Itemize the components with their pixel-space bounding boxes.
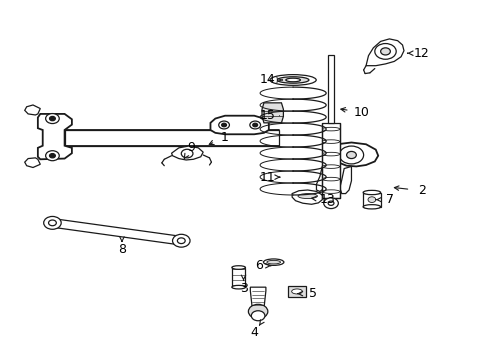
Ellipse shape	[263, 259, 284, 265]
Circle shape	[346, 152, 356, 158]
Polygon shape	[323, 143, 377, 166]
Polygon shape	[291, 190, 322, 204]
Ellipse shape	[277, 77, 308, 83]
Text: 1: 1	[221, 131, 228, 144]
Ellipse shape	[322, 152, 339, 156]
Polygon shape	[171, 146, 203, 160]
Circle shape	[177, 238, 185, 244]
Polygon shape	[25, 105, 40, 115]
Ellipse shape	[291, 289, 302, 294]
Circle shape	[327, 201, 333, 205]
Circle shape	[48, 220, 56, 226]
Ellipse shape	[231, 266, 245, 269]
Text: 14: 14	[260, 73, 275, 86]
Polygon shape	[363, 193, 380, 207]
Polygon shape	[231, 267, 245, 287]
Text: 10: 10	[352, 105, 368, 119]
Text: 11: 11	[260, 171, 275, 184]
Ellipse shape	[266, 260, 280, 264]
Text: 7: 7	[386, 193, 393, 206]
Ellipse shape	[297, 194, 317, 199]
Ellipse shape	[285, 78, 300, 82]
Polygon shape	[327, 55, 333, 123]
Text: 13: 13	[319, 193, 334, 206]
Polygon shape	[64, 130, 278, 146]
Circle shape	[49, 154, 55, 158]
Circle shape	[339, 146, 363, 164]
Ellipse shape	[322, 140, 339, 143]
Polygon shape	[366, 39, 403, 66]
Polygon shape	[38, 114, 72, 159]
Polygon shape	[287, 286, 305, 297]
Polygon shape	[250, 287, 265, 309]
Ellipse shape	[322, 190, 339, 193]
Ellipse shape	[322, 127, 339, 131]
Text: 6: 6	[255, 259, 263, 272]
Ellipse shape	[322, 165, 339, 168]
Circle shape	[221, 123, 226, 127]
Circle shape	[367, 197, 375, 203]
Ellipse shape	[231, 285, 245, 289]
Circle shape	[43, 216, 61, 229]
Polygon shape	[210, 116, 268, 134]
Text: 9: 9	[187, 141, 195, 154]
Circle shape	[45, 113, 59, 123]
Circle shape	[251, 311, 264, 321]
Polygon shape	[51, 219, 182, 245]
Circle shape	[374, 44, 395, 59]
Circle shape	[323, 198, 338, 208]
Circle shape	[172, 234, 190, 247]
Polygon shape	[316, 164, 329, 192]
Ellipse shape	[363, 204, 380, 209]
Text: 5: 5	[308, 287, 316, 300]
Ellipse shape	[269, 75, 316, 85]
Text: 12: 12	[413, 47, 429, 60]
Text: 3: 3	[239, 283, 247, 296]
Circle shape	[49, 116, 55, 121]
Polygon shape	[339, 166, 351, 194]
Ellipse shape	[363, 190, 380, 195]
Text: 2: 2	[417, 184, 425, 197]
Circle shape	[218, 121, 229, 129]
Circle shape	[181, 149, 193, 158]
Circle shape	[252, 123, 257, 127]
Text: 15: 15	[259, 109, 275, 122]
Text: 4: 4	[250, 327, 258, 339]
Circle shape	[380, 48, 389, 55]
Text: 8: 8	[118, 243, 126, 256]
Polygon shape	[25, 158, 40, 167]
Ellipse shape	[322, 177, 339, 181]
Polygon shape	[262, 103, 283, 123]
Circle shape	[248, 304, 267, 319]
Circle shape	[45, 151, 59, 161]
Polygon shape	[322, 123, 339, 198]
Circle shape	[249, 121, 260, 129]
